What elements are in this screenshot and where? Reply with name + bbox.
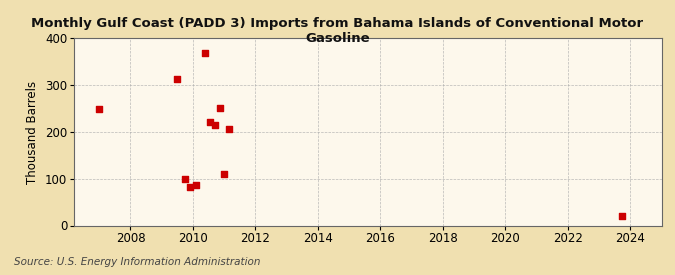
Point [223, 126, 234, 131]
Y-axis label: Thousand Barrels: Thousand Barrels [26, 80, 40, 184]
Text: Source: U.S. Energy Information Administration: Source: U.S. Energy Information Administ… [14, 257, 260, 267]
Point [94, 106, 105, 111]
Point [172, 77, 183, 81]
Point [219, 172, 230, 176]
Point [180, 177, 190, 181]
Point [205, 120, 215, 124]
Point [200, 50, 211, 55]
Point [214, 106, 225, 110]
Point [184, 185, 195, 189]
Text: Monthly Gulf Coast (PADD 3) Imports from Bahama Islands of Conventional Motor Ga: Monthly Gulf Coast (PADD 3) Imports from… [32, 16, 643, 45]
Point [190, 183, 201, 187]
Point [209, 123, 220, 127]
Point [617, 214, 628, 218]
